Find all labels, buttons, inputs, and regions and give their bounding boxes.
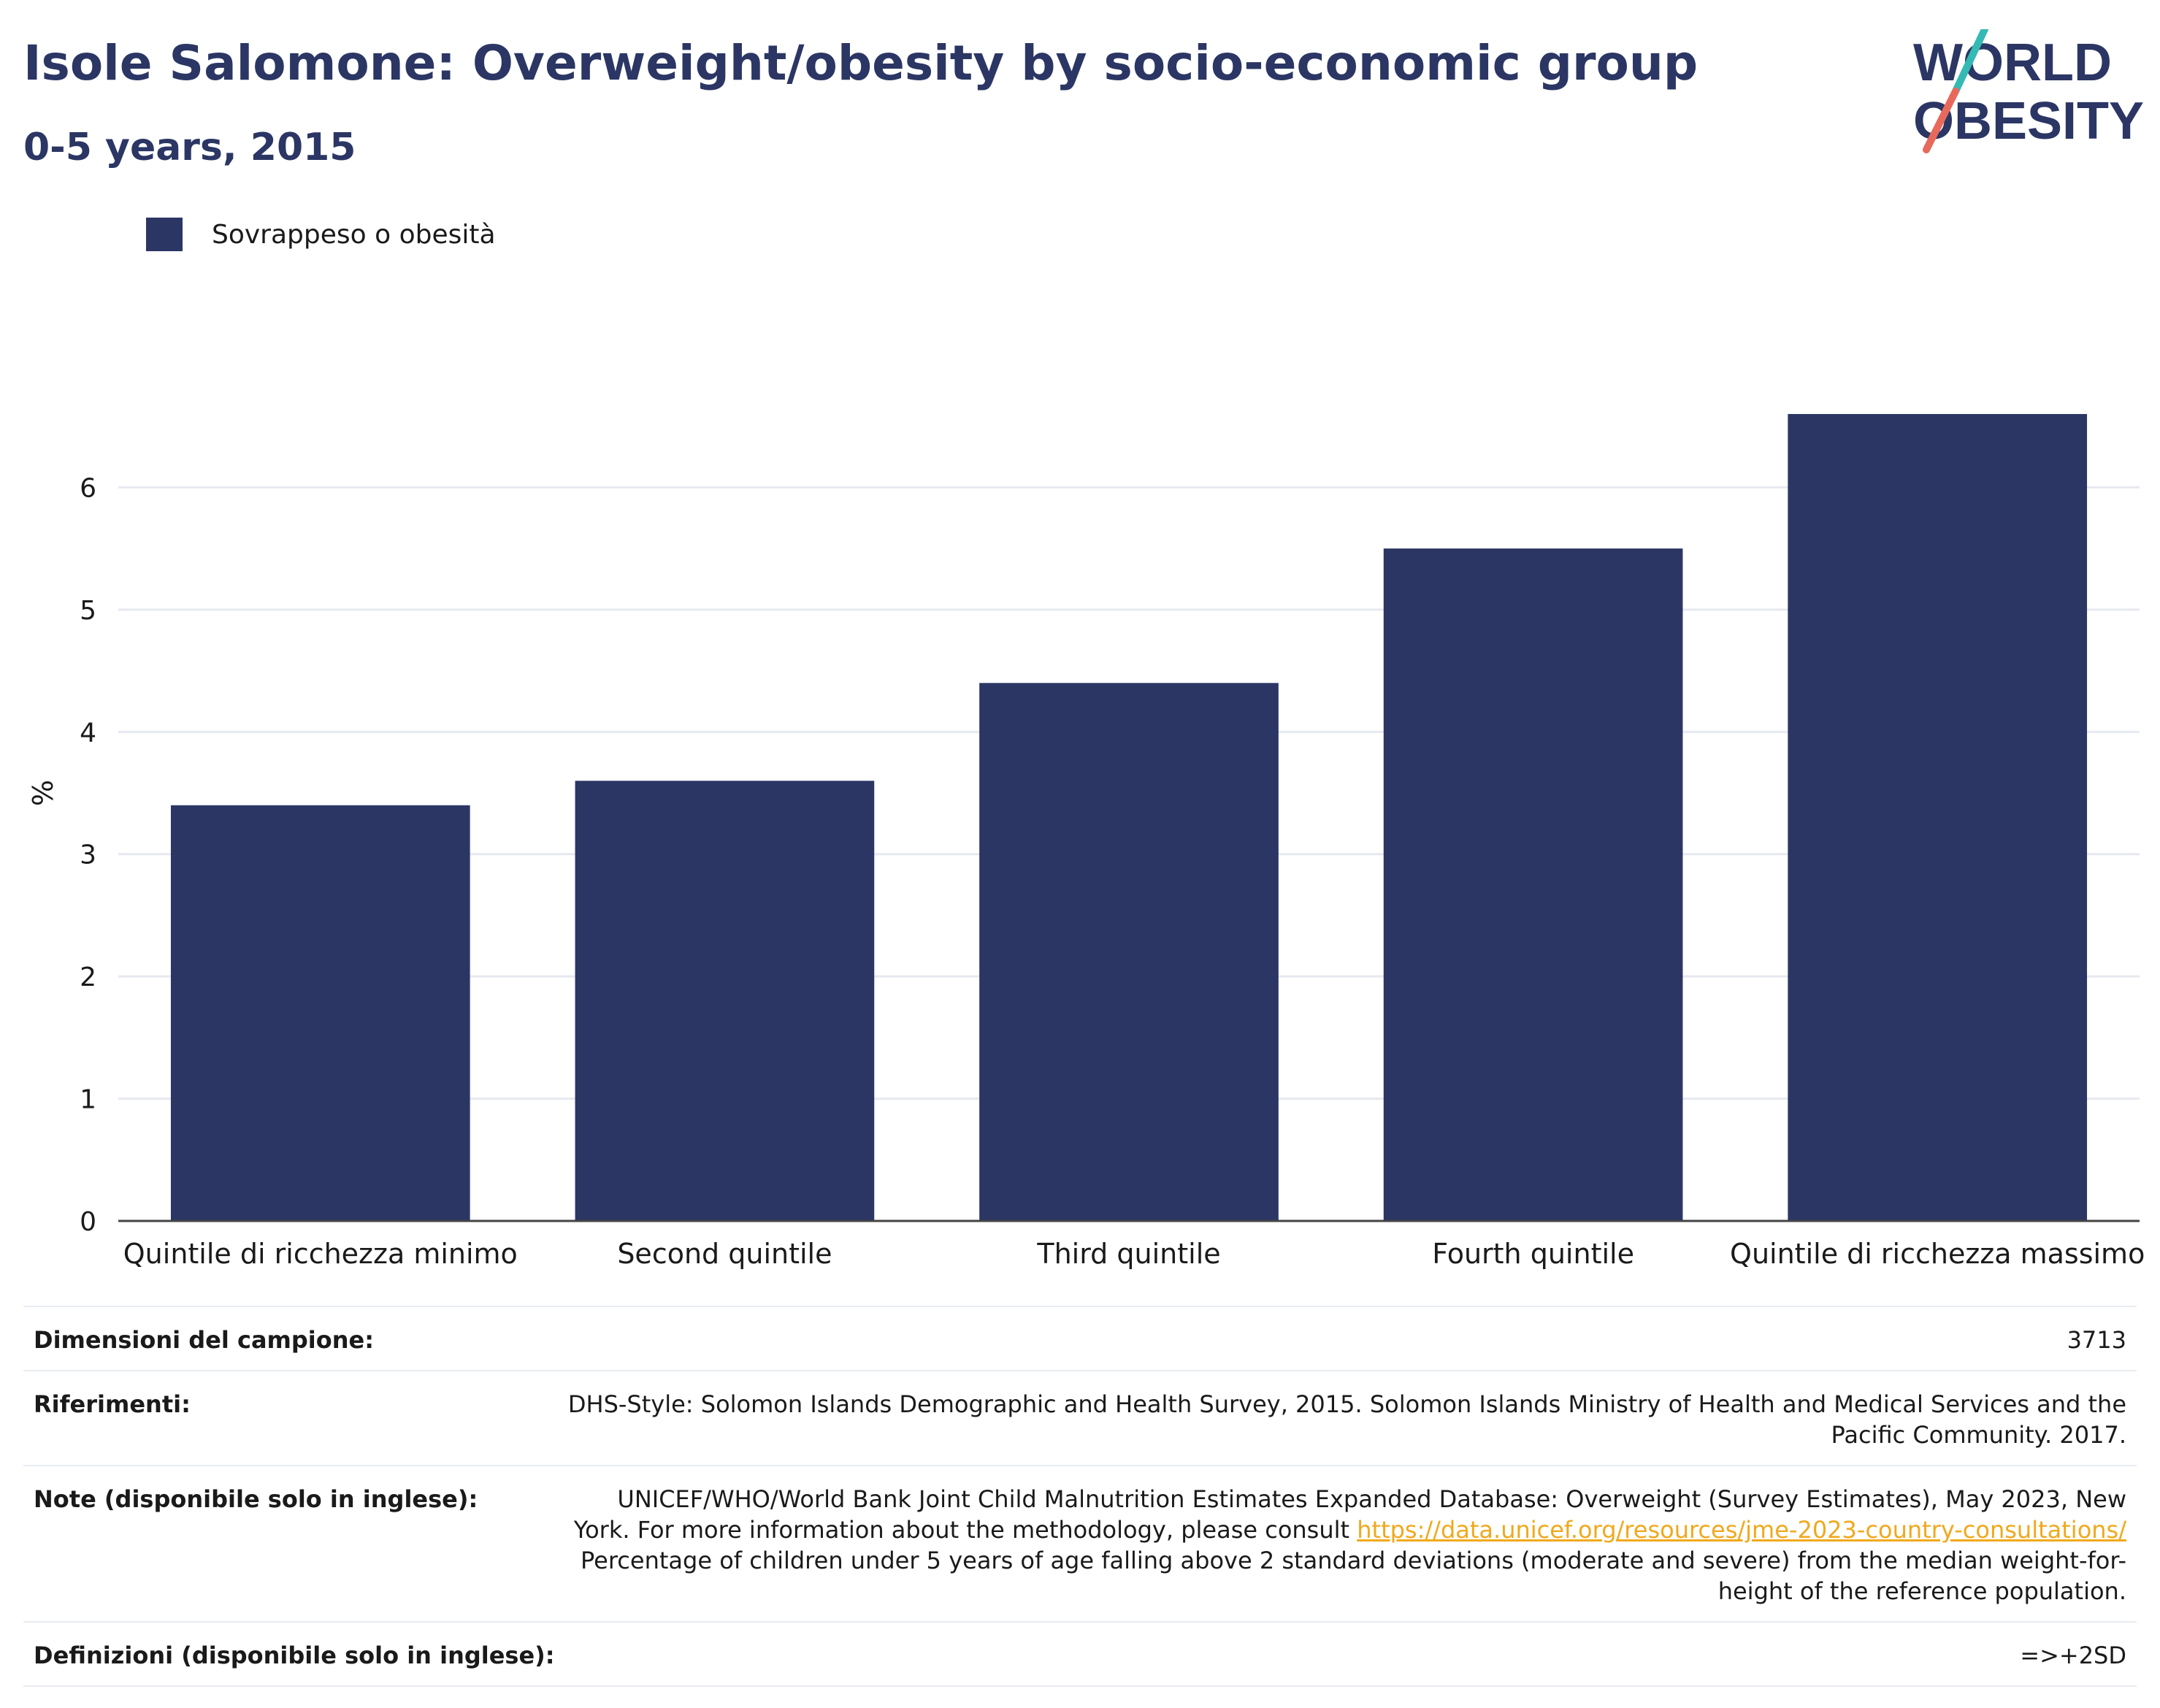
notes-link[interactable]: https://data.unicef.org/resources/jme-20…	[1357, 1516, 2126, 1544]
info-row-sample-size: Dimensioni del campione: 3713	[23, 1306, 2137, 1370]
logo-slash-bottom	[1923, 88, 1959, 153]
x-tick-label: Quintile di ricchezza minimo	[123, 1238, 518, 1270]
bar	[979, 683, 1279, 1221]
x-tick-label: Quintile di ricchezza massimo	[1730, 1238, 2145, 1270]
bar	[170, 805, 470, 1221]
notes-label: Note (disponibile solo in inglese):	[34, 1485, 478, 1513]
bar	[1383, 548, 1683, 1221]
info-row-definitions: Definizioni (disponibile solo in inglese…	[23, 1621, 2137, 1687]
chart-legend[interactable]: Sovrappeso o obesità	[146, 218, 496, 251]
y-axis-title: %	[27, 780, 59, 806]
x-tick-label: Fourth quintile	[1432, 1238, 1634, 1270]
sample-size-label: Dimensioni del campione:	[34, 1326, 375, 1354]
logo-slash-top	[1952, 29, 1988, 95]
definitions-label: Definizioni (disponibile solo in inglese…	[34, 1642, 555, 1669]
y-tick-label: 5	[80, 596, 96, 626]
info-row-notes: Note (disponibile solo in inglese): UNIC…	[23, 1465, 2137, 1621]
y-tick-label: 1	[80, 1085, 96, 1115]
y-tick-label: 2	[80, 962, 96, 992]
notes-text-after: Percentage of children under 5 years of …	[581, 1547, 2126, 1605]
definitions-value: =>+2SD	[2020, 1642, 2126, 1669]
info-table: Dimensioni del campione: 3713 Riferiment…	[23, 1306, 2137, 1687]
x-tick-label: Third quintile	[1036, 1238, 1220, 1270]
chart-subtitle: 0-5 years, 2015	[23, 126, 356, 169]
y-tick-label: 4	[80, 718, 96, 748]
bar-chart: 0 1 2 3 4 5 6% Quintile di ricchezza minimo Seco…	[27, 413, 2145, 1270]
bar	[575, 781, 875, 1221]
y-tick-label: 6	[80, 473, 96, 503]
notes-text-before: UNICEF/WHO/World Bank Joint Child Malnut…	[573, 1485, 2126, 1544]
legend-swatch	[146, 218, 183, 251]
legend-label: Sovrappeso o obesità	[212, 219, 496, 250]
notes-value: UNICEF/WHO/World Bank Joint Child Malnut…	[556, 1484, 2126, 1606]
sample-size-value: 3713	[2067, 1326, 2126, 1354]
references-label: Riferimenti:	[34, 1390, 191, 1418]
chart-title: Isole Salomone: Overweight/obesity by so…	[23, 35, 1698, 91]
logo-line1: WORLD	[1913, 34, 2112, 92]
y-tick-label: 3	[80, 840, 96, 870]
bar	[1788, 413, 2088, 1221]
y-tick-label: 0	[80, 1207, 96, 1237]
world-obesity-logo: WORLD OBESITY	[1913, 29, 2144, 153]
x-tick-label: Second quintile	[617, 1238, 832, 1270]
references-value: DHS-Style: Solomon Islands Demographic a…	[567, 1390, 2126, 1449]
info-row-references: Riferimenti: DHS-Style: Solomon Islands …	[23, 1370, 2137, 1465]
